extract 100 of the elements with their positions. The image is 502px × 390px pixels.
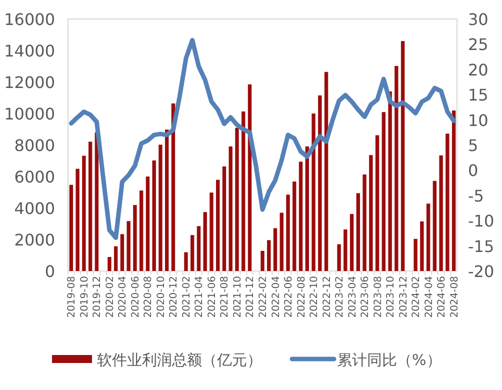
x-tick-label: 2020-04: [118, 276, 129, 318]
bar: [228, 146, 232, 271]
x-tick-label: 2024-02: [411, 276, 422, 318]
bar: [400, 41, 405, 271]
bar: [120, 234, 124, 271]
x-tick-label: 2020-08: [143, 276, 154, 318]
x-tick-label: 2022-12: [322, 276, 333, 318]
bar: [318, 95, 322, 271]
bar: [126, 221, 130, 271]
bar: [414, 238, 418, 271]
x-tick-label: 2019-10: [79, 276, 90, 318]
bar: [184, 252, 188, 271]
y-tick-label: 12000: [4, 73, 55, 92]
bar: [375, 135, 380, 271]
x-tick-label: 2021-06: [206, 276, 218, 318]
bar: [452, 110, 456, 271]
bar: [292, 182, 296, 271]
bar: [108, 256, 112, 271]
x-tick-label: 2023-10: [386, 276, 397, 318]
x-tick-label: 2023-02: [334, 276, 346, 318]
x-tick-label: 2023-04: [347, 276, 358, 318]
bar: [76, 168, 80, 271]
bar: [432, 180, 437, 271]
x-tick-label: 2021-02: [181, 276, 192, 318]
bar: [298, 162, 303, 271]
bar: [210, 192, 214, 271]
y2-tick-label: 5: [468, 136, 478, 155]
x-tick-label: 2020-06: [130, 276, 142, 318]
bar: [388, 91, 392, 271]
x-tick-label: 2021-12: [245, 276, 256, 318]
y2-tick-label: -20: [468, 262, 494, 281]
y-tick-label: 10000: [4, 104, 55, 124]
y2-tick-label: 10: [468, 110, 488, 130]
x-tick-label: 2022-08: [296, 276, 308, 318]
x-tick-label: 2020-02: [104, 276, 116, 318]
legend-label: 累计同比（%）: [337, 351, 442, 369]
bar: [164, 130, 169, 271]
bar: [344, 229, 348, 271]
x-tick-label: 2022-06: [284, 276, 295, 318]
bar: [382, 112, 386, 271]
bar: [69, 184, 74, 271]
bar: [446, 134, 450, 271]
bar: [158, 144, 162, 271]
bar: [356, 193, 360, 271]
bar: [350, 214, 354, 271]
x-tick-label: 2024-06: [436, 276, 448, 318]
bar: [82, 156, 86, 271]
x-tick-label: 2020-10: [156, 276, 167, 318]
bar: [152, 160, 156, 271]
bar: [312, 114, 316, 271]
x-tick-label: 2019-08: [66, 276, 78, 318]
bar: [324, 72, 328, 271]
bar: [420, 221, 424, 271]
x-tick-label: 2023-08: [372, 276, 384, 318]
bar: [286, 194, 290, 271]
bar: [369, 155, 373, 271]
x-tick-label: 2021-08: [220, 276, 231, 318]
bar: [133, 205, 137, 271]
bar: [235, 128, 239, 271]
bar: [362, 174, 366, 271]
bar: [190, 235, 194, 271]
y2-tick-label: -10: [468, 212, 494, 231]
bar: [260, 250, 264, 271]
y-tick-label: 0: [44, 262, 55, 281]
bar: [146, 176, 150, 271]
bar: [222, 166, 226, 271]
bar: [273, 228, 278, 271]
y-tick-label: 8000: [14, 136, 55, 155]
bar: [426, 204, 430, 271]
x-tick-label: 2021-04: [194, 276, 206, 318]
bar: [394, 66, 398, 271]
x-tick-label: 2023-06: [360, 276, 372, 318]
y-tick-label: 16000: [4, 10, 55, 29]
y-tick-label: 4000: [14, 199, 55, 218]
x-tick-label: 2024-04: [424, 276, 435, 318]
y-tick-label: 6000: [14, 168, 55, 186]
x-tick-label: 2022-10: [309, 276, 320, 318]
y2-tick-label: 20: [468, 60, 488, 80]
bar: [242, 111, 246, 271]
y2-tick-label: -5: [468, 186, 484, 206]
x-tick-label: 2022-04: [270, 276, 282, 318]
bar: [114, 246, 118, 271]
y-tick-label: 14000: [4, 42, 55, 60]
y2-tick-label: 25: [468, 35, 488, 54]
bar: [88, 142, 92, 271]
y2-tick-label: 0: [468, 161, 478, 180]
bar: [439, 155, 443, 271]
x-tick-label: 2021-10: [232, 276, 244, 318]
bar: [216, 180, 220, 271]
y2-tick-label: -15: [468, 236, 494, 256]
bar: [196, 226, 201, 271]
x-tick-label: 2020-12: [168, 276, 180, 318]
x-tick-label: 2019-12: [92, 276, 104, 318]
y-tick-label: 2000: [14, 230, 55, 250]
bar: [139, 190, 144, 271]
bar: [280, 212, 284, 271]
y2-tick-label: 30: [468, 10, 488, 29]
bar: [203, 212, 207, 271]
y2-tick-label: 15: [468, 86, 488, 105]
legend-label: 软件业利润总额（亿元）: [97, 351, 262, 369]
